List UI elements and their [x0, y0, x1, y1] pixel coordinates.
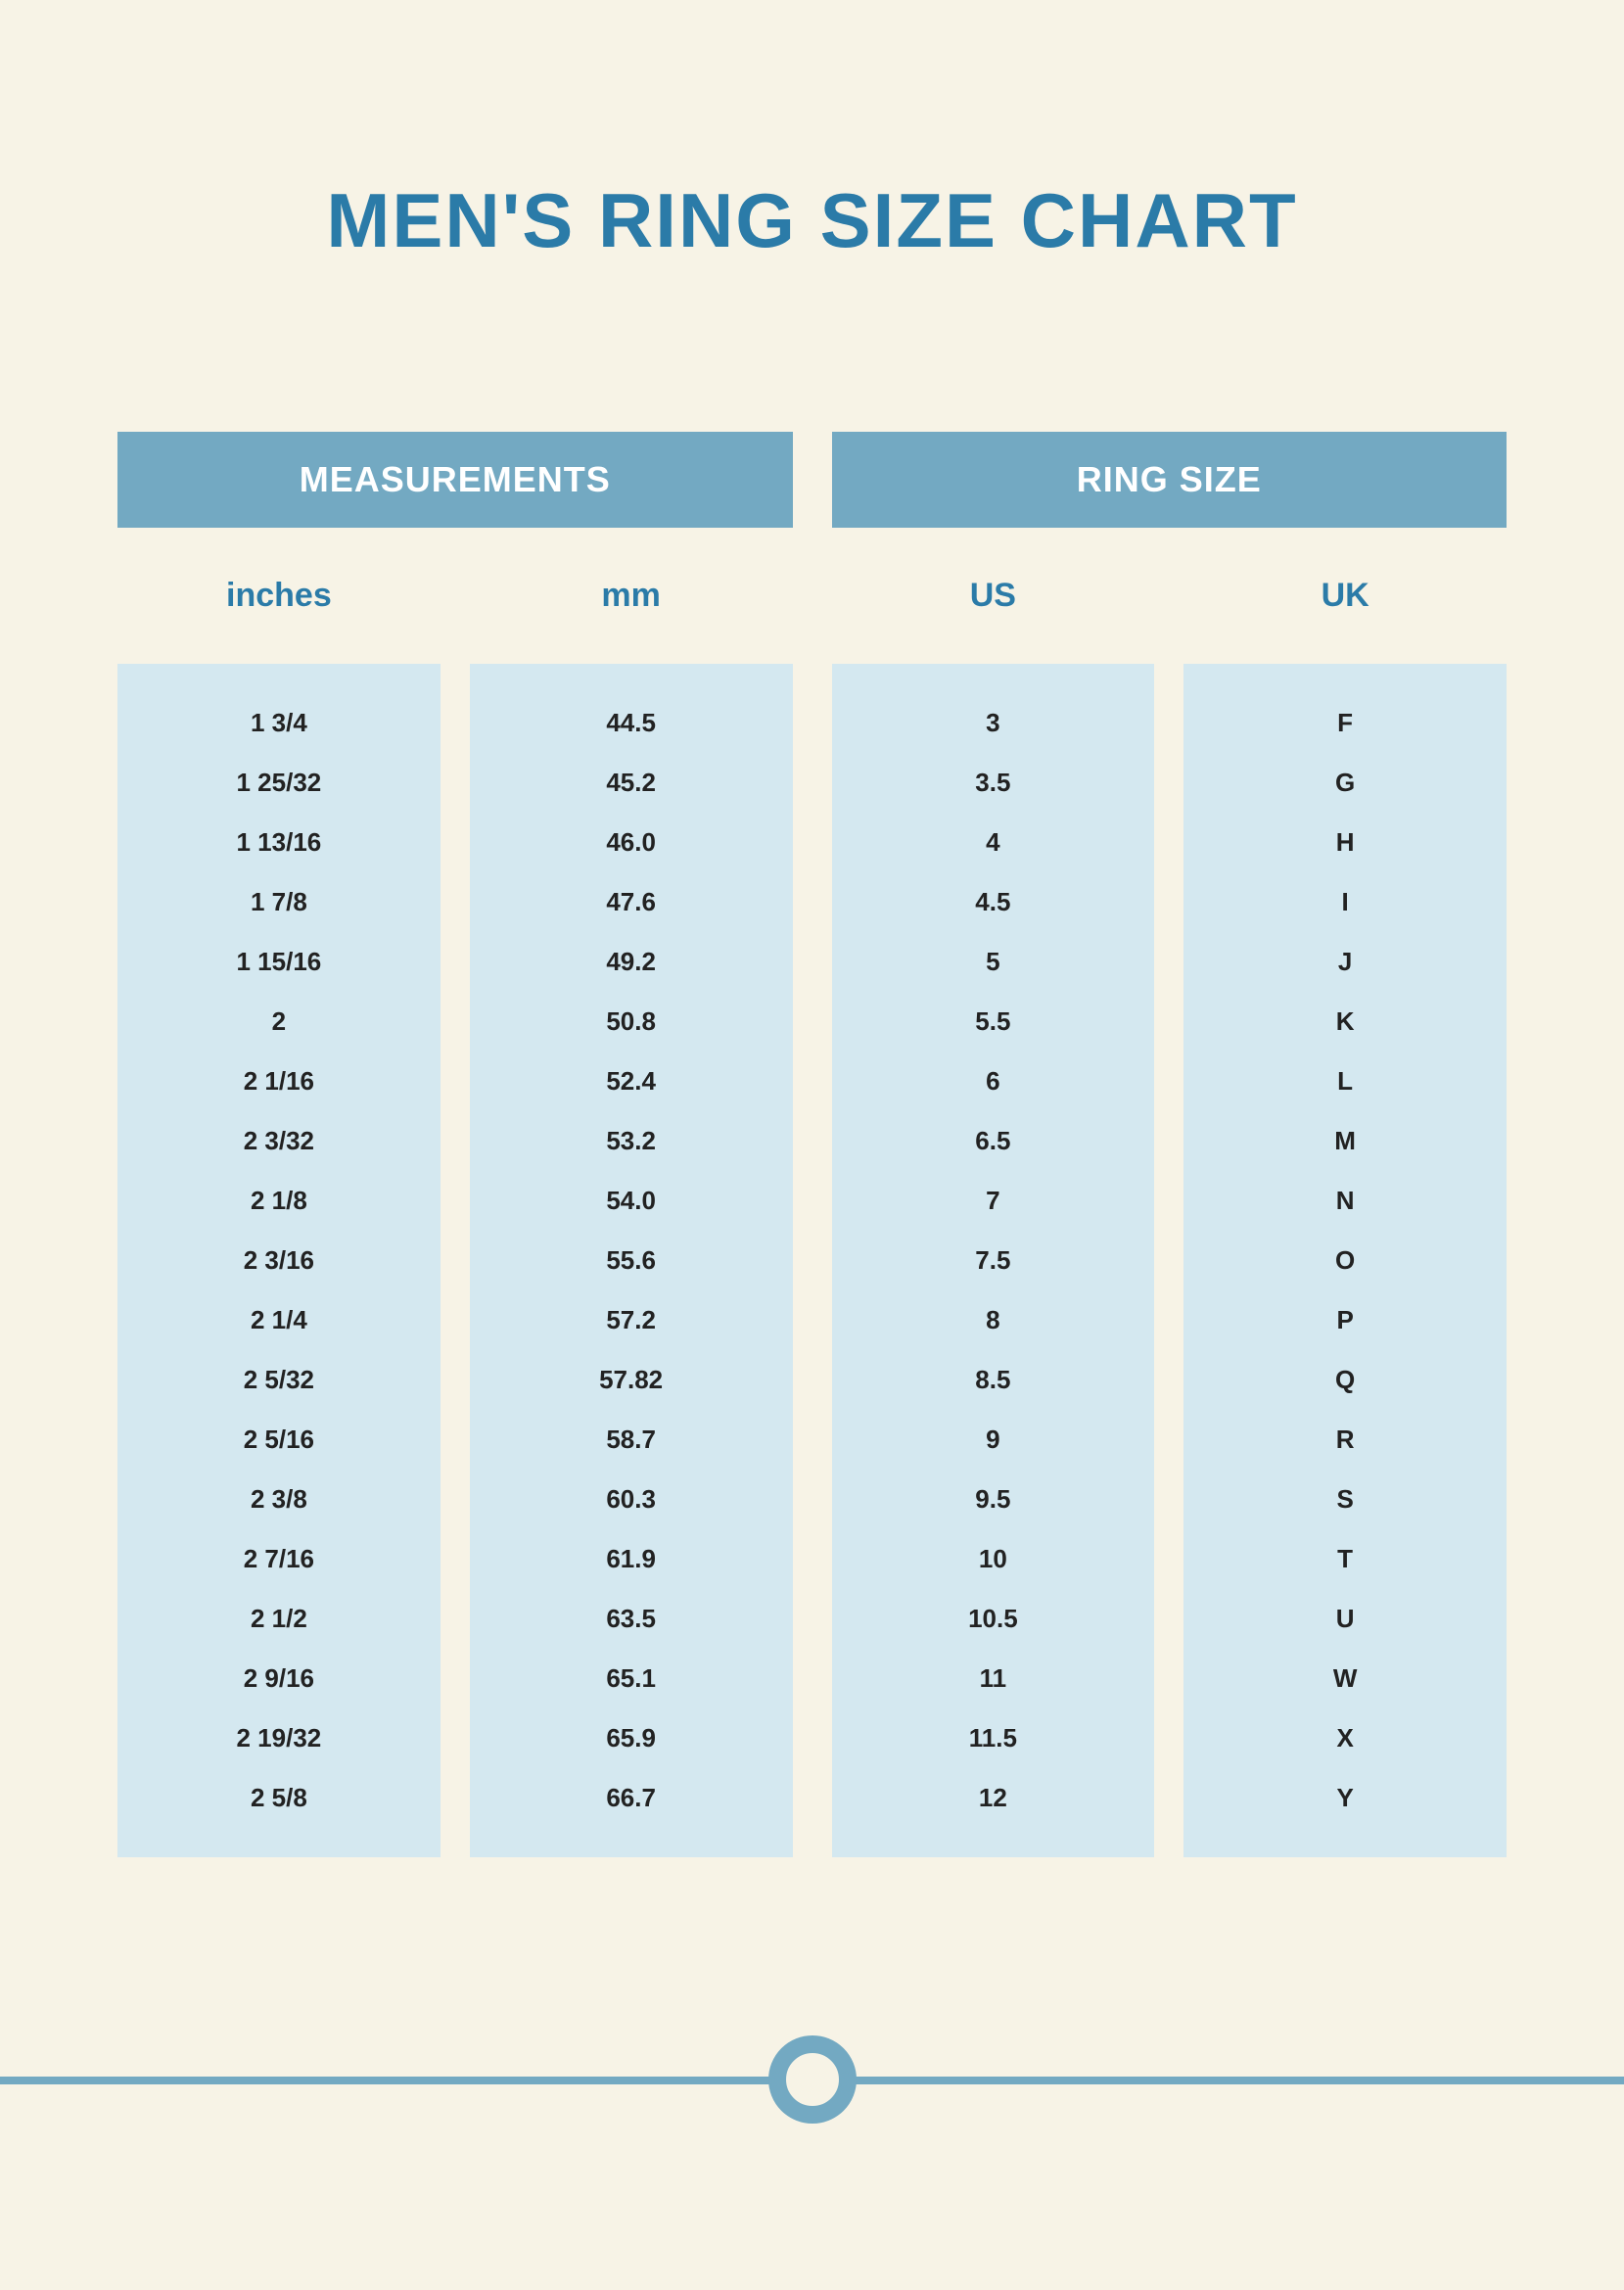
table-cell: 60.3 [470, 1470, 793, 1529]
table-cell: 45.2 [470, 753, 793, 813]
subheader-group-measurements: inches mm [117, 577, 793, 615]
table-cell: 4 [832, 813, 1155, 872]
data-col-uk: FGHIJKLMNOPQRSTUWXY [1183, 664, 1507, 1857]
table-cell: 2 1/2 [117, 1589, 441, 1649]
table-cell: 2 1/16 [117, 1052, 441, 1111]
table-cell: 8 [832, 1290, 1155, 1350]
table-cell: 53.2 [470, 1111, 793, 1171]
table-cell: 10 [832, 1529, 1155, 1589]
table-cell: 1 25/32 [117, 753, 441, 813]
table-cell: 8.5 [832, 1350, 1155, 1410]
table-header-row: MEASUREMENTS RING SIZE [117, 432, 1507, 528]
table-cell: 1 3/4 [117, 693, 441, 753]
table-cell: 54.0 [470, 1171, 793, 1231]
table-cell: 9 [832, 1410, 1155, 1470]
table-cell: 58.7 [470, 1410, 793, 1470]
table-cell: Q [1183, 1350, 1507, 1410]
table-cell: 66.7 [470, 1768, 793, 1828]
ring-icon [768, 2035, 857, 2124]
table-cell: 1 7/8 [117, 872, 441, 932]
table-subheader-row: inches mm US UK [117, 577, 1507, 615]
data-col-inches: 1 3/41 25/321 13/161 7/81 15/1622 1/162 … [117, 664, 441, 1857]
table-cell: L [1183, 1052, 1507, 1111]
table-cell: 11.5 [832, 1708, 1155, 1768]
col-mm: mm [470, 577, 793, 615]
table-cell: G [1183, 753, 1507, 813]
table-cell: Y [1183, 1768, 1507, 1828]
data-group-measurements: 1 3/41 25/321 13/161 7/81 15/1622 1/162 … [117, 664, 793, 1857]
table-cell: 52.4 [470, 1052, 793, 1111]
table-data: 1 3/41 25/321 13/161 7/81 15/1622 1/162 … [117, 664, 1507, 1857]
table-cell: K [1183, 992, 1507, 1052]
col-uk: UK [1183, 577, 1507, 615]
table-cell: 63.5 [470, 1589, 793, 1649]
table-cell: 2 5/16 [117, 1410, 441, 1470]
table-cell: 4.5 [832, 872, 1155, 932]
table-cell: F [1183, 693, 1507, 753]
table-cell: 2 3/16 [117, 1231, 441, 1290]
table-cell: 65.9 [470, 1708, 793, 1768]
table-cell: U [1183, 1589, 1507, 1649]
table-cell: R [1183, 1410, 1507, 1470]
table-cell: 3 [832, 693, 1155, 753]
table-cell: 2 3/8 [117, 1470, 441, 1529]
table-cell: 44.5 [470, 693, 793, 753]
table-cell: P [1183, 1290, 1507, 1350]
table-cell: 7.5 [832, 1231, 1155, 1290]
data-col-us: 33.544.555.566.577.588.599.51010.51111.5… [832, 664, 1155, 1857]
table-cell: O [1183, 1231, 1507, 1290]
table-cell: 2 9/16 [117, 1649, 441, 1708]
data-col-mm: 44.545.246.047.649.250.852.453.254.055.6… [470, 664, 793, 1857]
page-container: MEN'S RING SIZE CHART MEASUREMENTS RING … [0, 0, 1624, 2290]
table-cell: 10.5 [832, 1589, 1155, 1649]
table-cell: H [1183, 813, 1507, 872]
table-cell: 6 [832, 1052, 1155, 1111]
table-cell: 2 [117, 992, 441, 1052]
table-cell: X [1183, 1708, 1507, 1768]
table-cell: 2 1/8 [117, 1171, 441, 1231]
table-cell: 3.5 [832, 753, 1155, 813]
header-ring-size: RING SIZE [832, 432, 1508, 528]
table-cell: 47.6 [470, 872, 793, 932]
table-cell: 46.0 [470, 813, 793, 872]
subheader-group-ringsize: US UK [832, 577, 1508, 615]
table-cell: 6.5 [832, 1111, 1155, 1171]
table-cell: 1 13/16 [117, 813, 441, 872]
table-cell: T [1183, 1529, 1507, 1589]
table-cell: 12 [832, 1768, 1155, 1828]
header-measurements: MEASUREMENTS [117, 432, 793, 528]
table-cell: 9.5 [832, 1470, 1155, 1529]
table-cell: 2 5/32 [117, 1350, 441, 1410]
table-cell: 65.1 [470, 1649, 793, 1708]
page-title: MEN'S RING SIZE CHART [117, 176, 1507, 265]
table-cell: W [1183, 1649, 1507, 1708]
table-cell: 2 5/8 [117, 1768, 441, 1828]
table-cell: 61.9 [470, 1529, 793, 1589]
table-cell: 57.2 [470, 1290, 793, 1350]
table-cell: 2 7/16 [117, 1529, 441, 1589]
table-cell: 11 [832, 1649, 1155, 1708]
table-cell: 2 1/4 [117, 1290, 441, 1350]
table-cell: J [1183, 932, 1507, 992]
table-cell: 50.8 [470, 992, 793, 1052]
table-cell: S [1183, 1470, 1507, 1529]
table-cell: 57.82 [470, 1350, 793, 1410]
table-cell: 5 [832, 932, 1155, 992]
data-group-ringsize: 33.544.555.566.577.588.599.51010.51111.5… [832, 664, 1508, 1857]
table-cell: 1 15/16 [117, 932, 441, 992]
table-cell: 49.2 [470, 932, 793, 992]
table-cell: 55.6 [470, 1231, 793, 1290]
table-cell: N [1183, 1171, 1507, 1231]
col-us: US [832, 577, 1155, 615]
table-cell: 2 19/32 [117, 1708, 441, 1768]
table-cell: M [1183, 1111, 1507, 1171]
col-inches: inches [117, 577, 441, 615]
size-chart-table: MEASUREMENTS RING SIZE inches mm US UK 1… [117, 432, 1507, 1857]
table-cell: 5.5 [832, 992, 1155, 1052]
table-cell: 2 3/32 [117, 1111, 441, 1171]
table-cell: I [1183, 872, 1507, 932]
table-cell: 7 [832, 1171, 1155, 1231]
